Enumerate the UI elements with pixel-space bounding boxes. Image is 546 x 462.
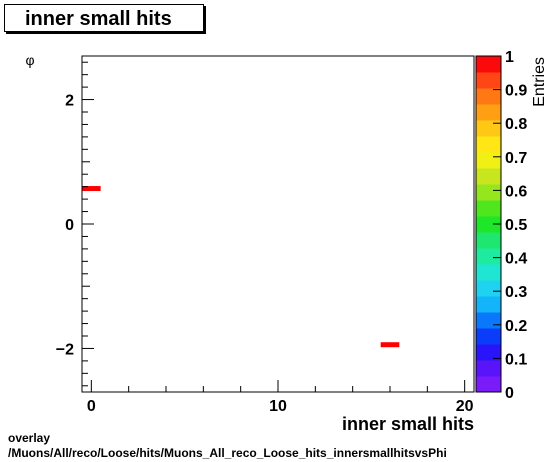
palette-cell bbox=[476, 344, 501, 361]
palette-cell bbox=[476, 328, 501, 345]
y-axis-label: φ bbox=[25, 52, 34, 68]
x-tick-label: 20 bbox=[456, 398, 474, 415]
z-tick-label: 0.4 bbox=[505, 251, 527, 268]
z-tick-label: 1 bbox=[505, 49, 514, 66]
palette-cell bbox=[476, 120, 501, 137]
z-tick-label: 0.6 bbox=[505, 183, 527, 200]
palette-cell bbox=[476, 296, 501, 313]
x-tick-label: 0 bbox=[87, 398, 96, 415]
palette-cell bbox=[476, 136, 501, 153]
z-tick-label: 0.8 bbox=[505, 116, 527, 133]
y-tick-label: −2 bbox=[56, 341, 74, 358]
x-axis-label: inner small hits bbox=[342, 414, 474, 434]
heatmap-bin-1 bbox=[380, 342, 400, 348]
palette-cell bbox=[476, 232, 501, 249]
footer-path: /Muons/All/reco/Loose/hits/Muons_All_rec… bbox=[8, 446, 447, 460]
title-box: inner small hits bbox=[4, 4, 204, 32]
color-palette: 0 0.1 0.2 0.3 0.4 0.5 0.6 0.7 0.8 0.9 1 bbox=[475, 49, 527, 402]
plot-frame bbox=[81, 55, 475, 393]
palette-cell bbox=[476, 168, 501, 185]
palette-cell bbox=[476, 216, 501, 233]
z-tick-label: 0 bbox=[505, 385, 514, 402]
heatmap-bins bbox=[82, 186, 400, 348]
palette-cell bbox=[476, 376, 501, 393]
axes: 0 10 20 −2 0 2 bbox=[56, 61, 474, 415]
z-tick-label: 0.3 bbox=[505, 284, 527, 301]
footer-overlay: overlay bbox=[8, 431, 51, 445]
palette-cell bbox=[476, 88, 501, 105]
palette-cell bbox=[476, 104, 501, 121]
palette-cell bbox=[476, 280, 501, 297]
palette-cell bbox=[476, 360, 501, 377]
z-tick-label: 0.9 bbox=[505, 83, 527, 100]
palette-cell bbox=[476, 56, 501, 73]
palette-cell bbox=[476, 152, 501, 169]
x-tick-label: 10 bbox=[269, 398, 287, 415]
z-axis-label: Entries bbox=[531, 57, 546, 107]
z-tick-label: 0.2 bbox=[505, 318, 527, 335]
z-tick-label: 0.5 bbox=[505, 217, 527, 234]
palette-cell bbox=[476, 248, 501, 265]
z-tick-label: 0.1 bbox=[505, 351, 527, 368]
y-tick-label: 2 bbox=[65, 93, 74, 110]
heatmap-bin-0 bbox=[82, 186, 101, 192]
chart-title: inner small hits bbox=[25, 8, 172, 30]
palette-cell bbox=[476, 184, 501, 201]
palette-cell bbox=[476, 72, 501, 89]
z-tick-label: 0.7 bbox=[505, 150, 527, 167]
y-tick-label: 0 bbox=[65, 217, 74, 234]
palette-cell bbox=[476, 200, 501, 217]
palette-cell bbox=[476, 264, 501, 281]
palette-cell bbox=[476, 312, 501, 329]
